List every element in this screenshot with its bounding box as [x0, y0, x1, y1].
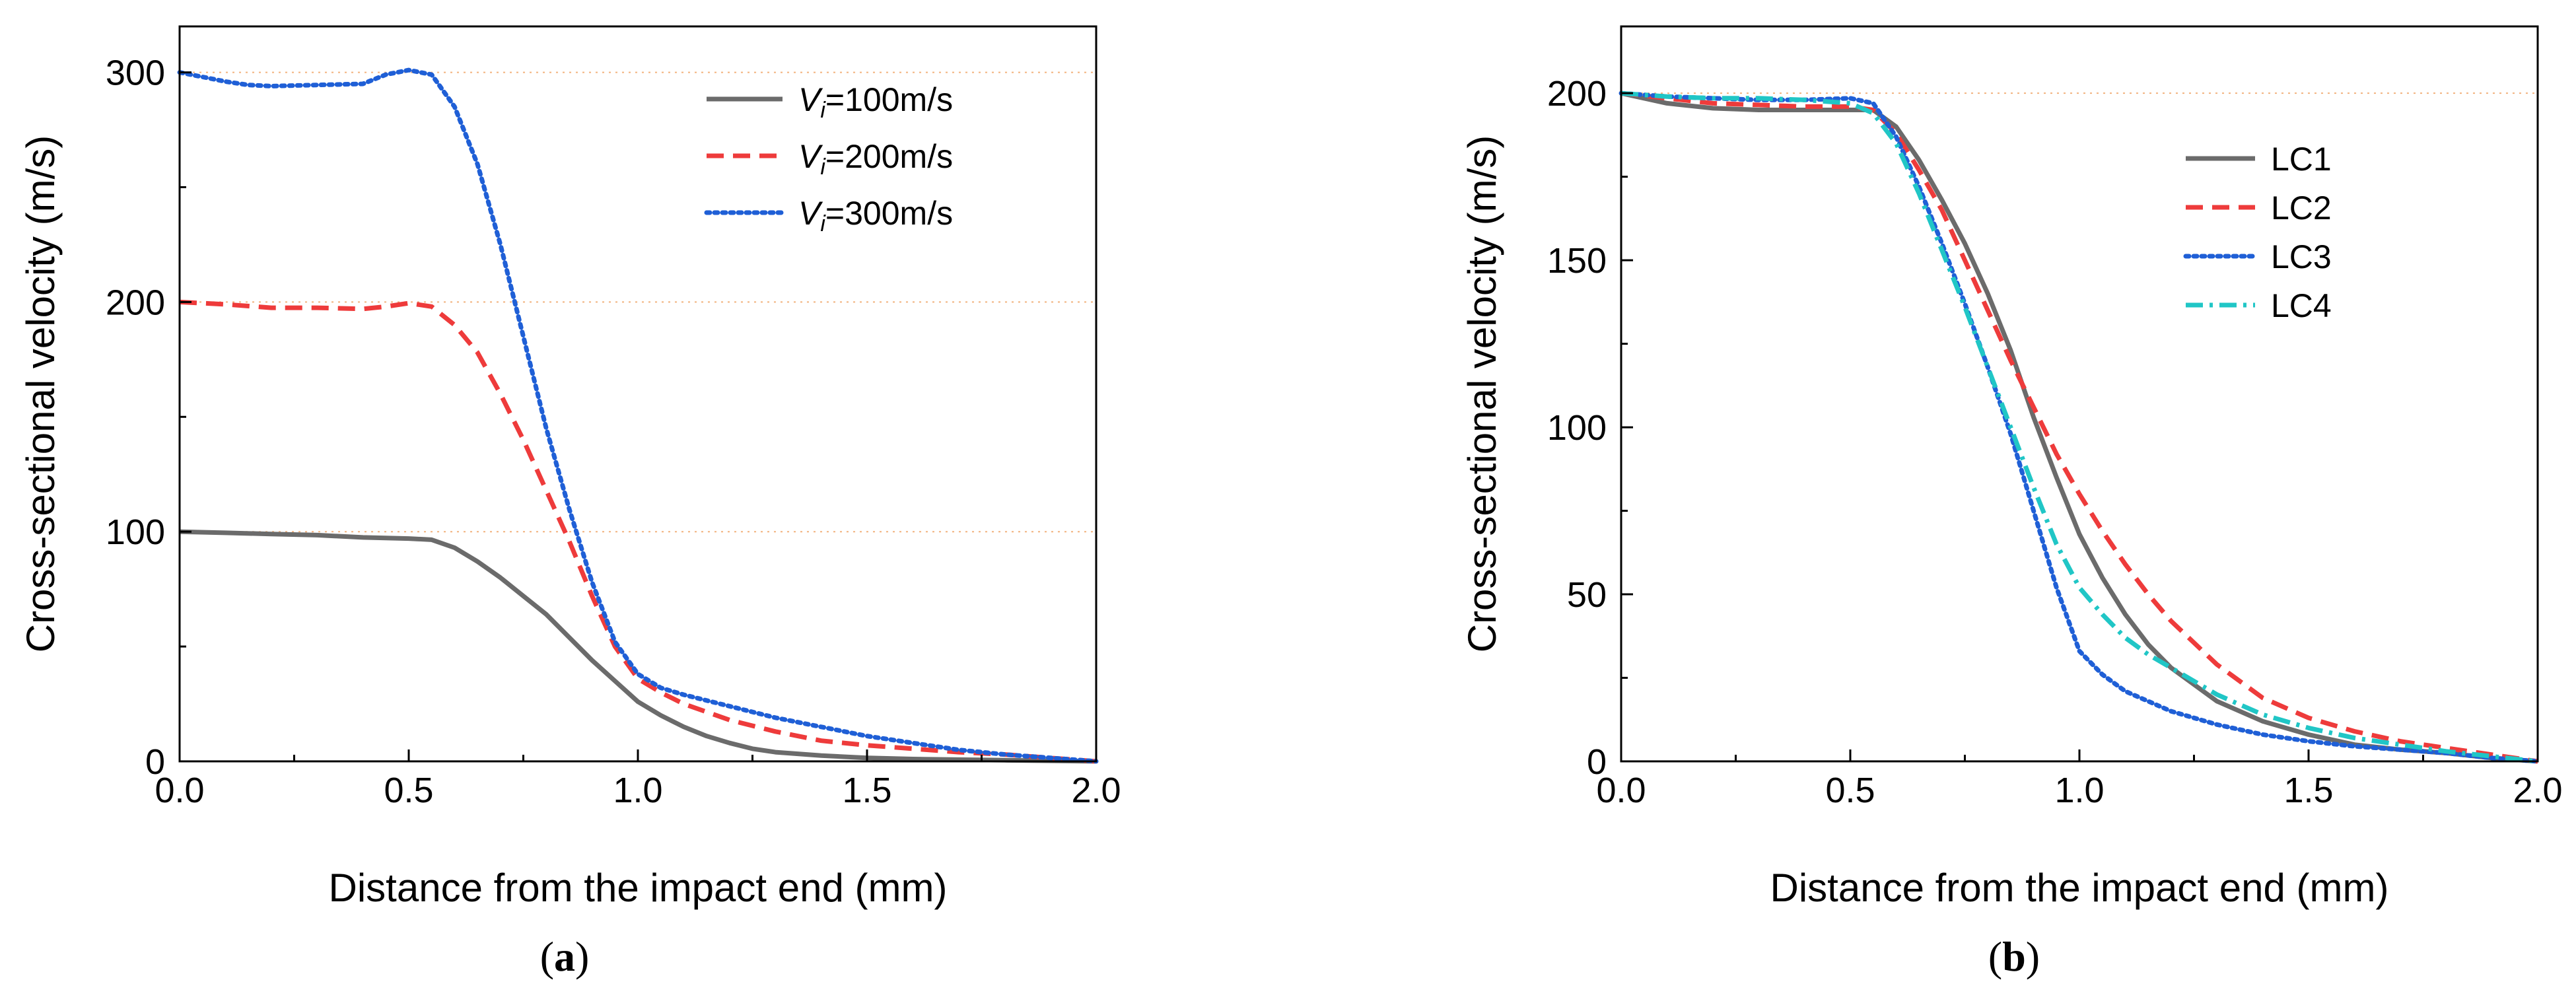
panel-label: (a): [540, 933, 590, 980]
x-tick-label: 1.5: [842, 771, 891, 810]
series-line-4: [1620, 90, 2538, 764]
x-tick-label: 0.5: [1825, 771, 1875, 810]
legend-label-2: LC2: [2271, 190, 2332, 226]
x-tick-label: 0.5: [384, 771, 433, 810]
legend-label-1: Vi=100m/s: [798, 81, 953, 123]
x-tick-label: 2.0: [1071, 771, 1121, 810]
series-line-2: [1620, 90, 2538, 764]
x-tick-label: 1.0: [2054, 771, 2104, 810]
chart-panel-a: 0.0 0.5 1.0 1.5 2.0 0 100 200 300 Distance from t…: [18, 25, 1121, 980]
series-line-3: [1619, 90, 2540, 764]
y-tick-label: 0: [145, 742, 165, 782]
x-tick-label: 1.0: [613, 771, 662, 810]
y-axis-label: Cross-sectional velocity (m/s): [1460, 135, 1504, 653]
legend-label-2: Vi=200m/s: [798, 138, 953, 180]
y-tick-label: 300: [106, 53, 165, 93]
x-tick-label: 1.5: [2283, 771, 2333, 810]
legend-label-1: LC1: [2271, 141, 2332, 178]
series-line-1: [179, 529, 1097, 764]
x-tick-label: 2.0: [2513, 771, 2562, 810]
y-tick-label: 50: [1567, 575, 1607, 615]
y-tick-label: 150: [1547, 241, 1607, 281]
x-axis-label: Distance from the impact end (mm): [329, 866, 948, 910]
x-tick-label: 0.0: [155, 771, 204, 810]
series-line-1: [1620, 90, 2538, 764]
legend-label-3: LC3: [2271, 238, 2332, 275]
x-tick-label: 0.0: [1596, 771, 1646, 810]
y-axis-label: Cross-sectional velocity (m/s): [18, 135, 63, 653]
chart-panel-b: 0.0 0.5 1.0 1.5 2.0 0 50 100 150 200 Distance from…: [1460, 25, 2563, 980]
legend-label-4: LC4: [2271, 287, 2332, 324]
series-line-2: [179, 299, 1097, 764]
x-axis-label: Distance from the impact end (mm): [1770, 866, 2389, 910]
panel-label: (b): [1988, 933, 2040, 980]
y-tick-label: 200: [106, 283, 165, 322]
legend-label-3: Vi=300m/s: [798, 195, 953, 236]
y-tick-label: 0: [1587, 742, 1607, 782]
series-line-3: [177, 67, 1099, 764]
y-tick-label: 100: [1547, 408, 1607, 448]
y-tick-label: 200: [1547, 74, 1607, 114]
y-tick-label: 100: [106, 512, 165, 552]
